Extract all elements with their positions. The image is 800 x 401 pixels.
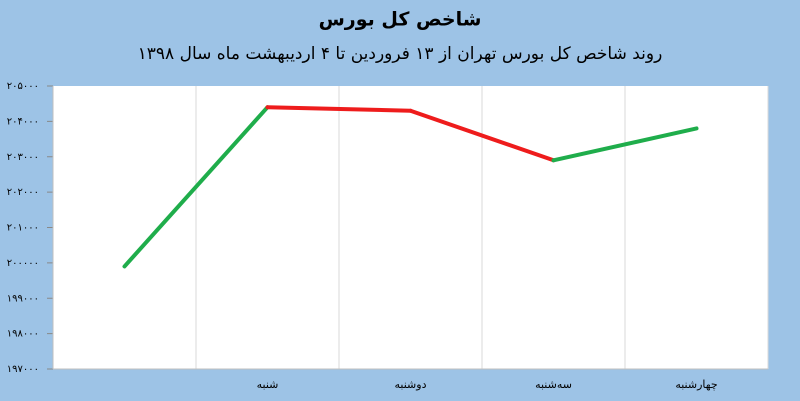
line-segment xyxy=(122,105,270,269)
chart-title: شاخص کل بورس xyxy=(319,9,482,31)
y-tick-label: ۲۰۵۰۰۰ xyxy=(7,81,39,92)
line-segment xyxy=(265,105,413,113)
chart-subtitle: روند شاخص کل بورس تهران از ۱۳ فروردین تا… xyxy=(138,44,663,64)
x-tick-label: چهارشنبه xyxy=(675,378,717,391)
y-tick-label: ۱۹۸۰۰۰ xyxy=(7,329,39,340)
x-tick-label: سه‌شنبه xyxy=(535,378,572,391)
plot-area xyxy=(53,86,768,369)
y-tick-label: ۲۰۰۰۰۰ xyxy=(7,258,39,269)
x-tick-label: دوشنبه xyxy=(395,378,427,391)
y-tick-label: ۱۹۹۰۰۰ xyxy=(7,293,39,304)
y-tick-label: ۲۰۱۰۰۰ xyxy=(7,223,39,234)
y-tick-label: ۲۰۲۰۰۰ xyxy=(7,187,39,198)
y-tick-label: ۱۹۷۰۰۰ xyxy=(7,364,39,375)
y-tick-label: ۲۰۳۰۰۰ xyxy=(7,152,39,163)
x-tick-label: شنبه xyxy=(257,378,279,391)
line-segment xyxy=(551,126,699,163)
line-segment xyxy=(408,108,556,163)
y-tick-label: ۲۰۴۰۰۰ xyxy=(7,116,39,127)
